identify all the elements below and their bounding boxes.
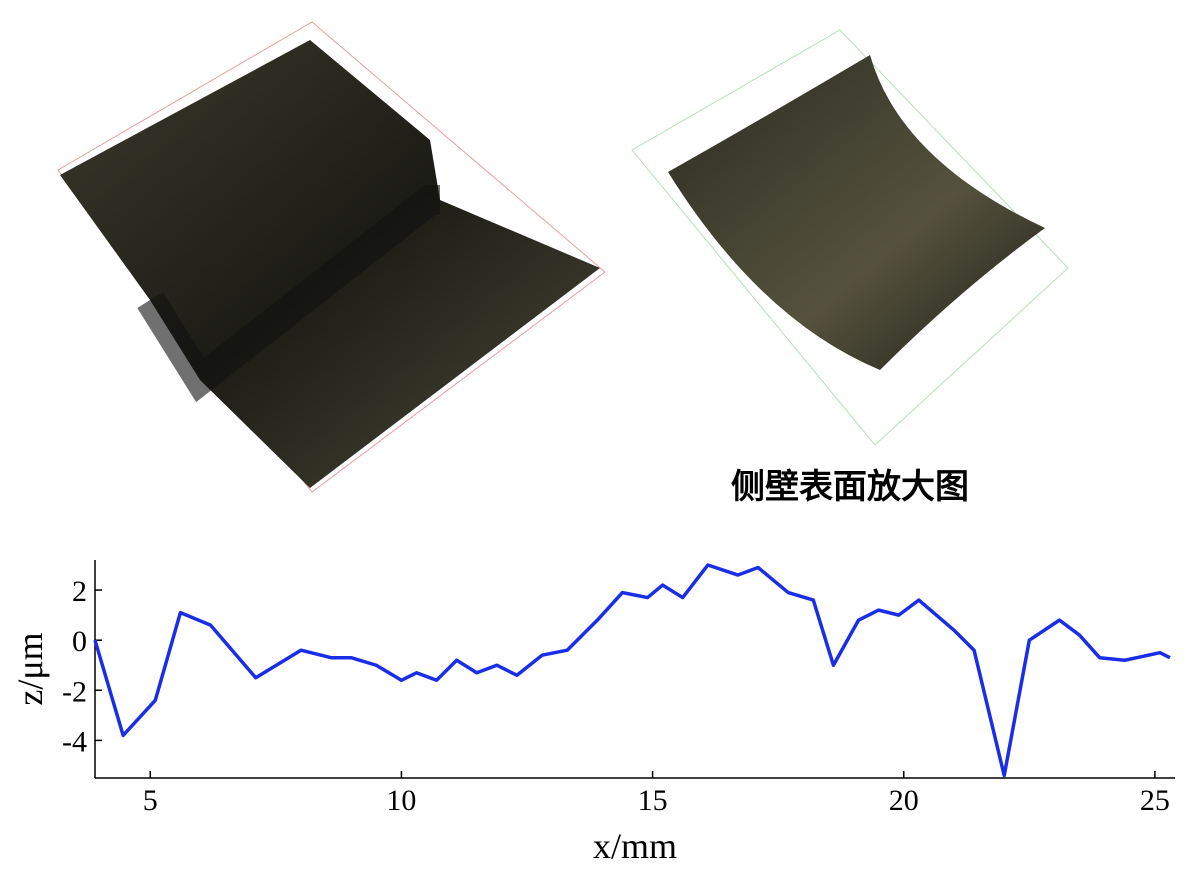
x-tick-label: 25 [1140,784,1170,817]
x-axis-label: x/mm [593,826,677,866]
x-tick-label: 15 [638,784,668,817]
y-axis-label: z/μm [10,632,50,705]
caption: 侧壁表面放大图 [731,468,969,506]
y-tick-label: -2 [62,675,87,708]
y-tick-label: 0 [72,625,87,658]
line [93,563,1171,778]
x-tick-label: 20 [889,784,919,817]
x-tick-label: 5 [143,784,158,817]
surface-3d [57,21,606,493]
y-tick-label: -4 [62,725,87,758]
y-tick-label: 2 [72,575,87,608]
x-tick-label: 10 [386,784,416,817]
surface-3d-zoom [631,29,1069,446]
